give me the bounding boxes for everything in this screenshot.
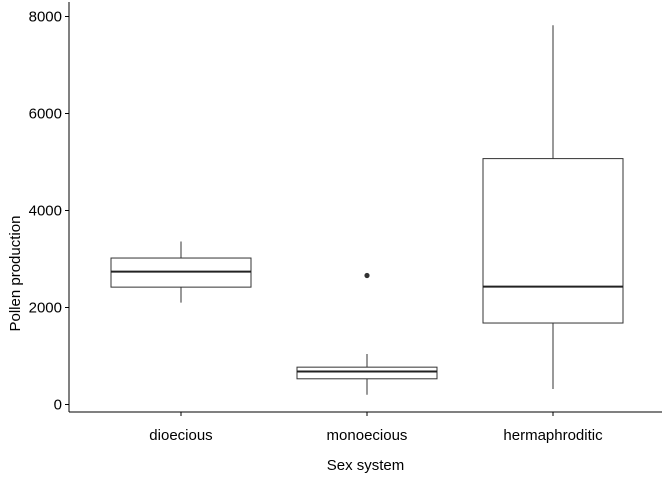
y-tick-label: 6000 <box>29 106 62 123</box>
y-tick-label: 4000 <box>29 203 62 220</box>
outlier-point <box>364 272 370 279</box>
x-ticks: dioecious monoecious hermaphroditic <box>149 412 603 444</box>
box-hermaphroditic <box>482 25 624 389</box>
boxes <box>110 25 624 395</box>
box-monoecious <box>296 272 438 395</box>
y-tick-label: 2000 <box>29 300 62 317</box>
x-tick-label: hermaphroditic <box>503 427 603 444</box>
x-tick-label: dioecious <box>149 427 212 444</box>
iqr-box <box>296 366 438 380</box>
y-ticks: 0 2000 4000 6000 8000 <box>29 9 69 414</box>
y-axis-title: Pollen production <box>7 216 24 332</box>
x-axis-title: Sex system <box>327 457 405 474</box>
box-dioecious <box>110 241 252 303</box>
y-tick-label: 0 <box>54 397 62 414</box>
axes <box>68 2 662 413</box>
y-tick-label: 8000 <box>29 9 62 26</box>
x-tick-label: monoecious <box>327 427 408 444</box>
iqr-box <box>482 158 624 324</box>
